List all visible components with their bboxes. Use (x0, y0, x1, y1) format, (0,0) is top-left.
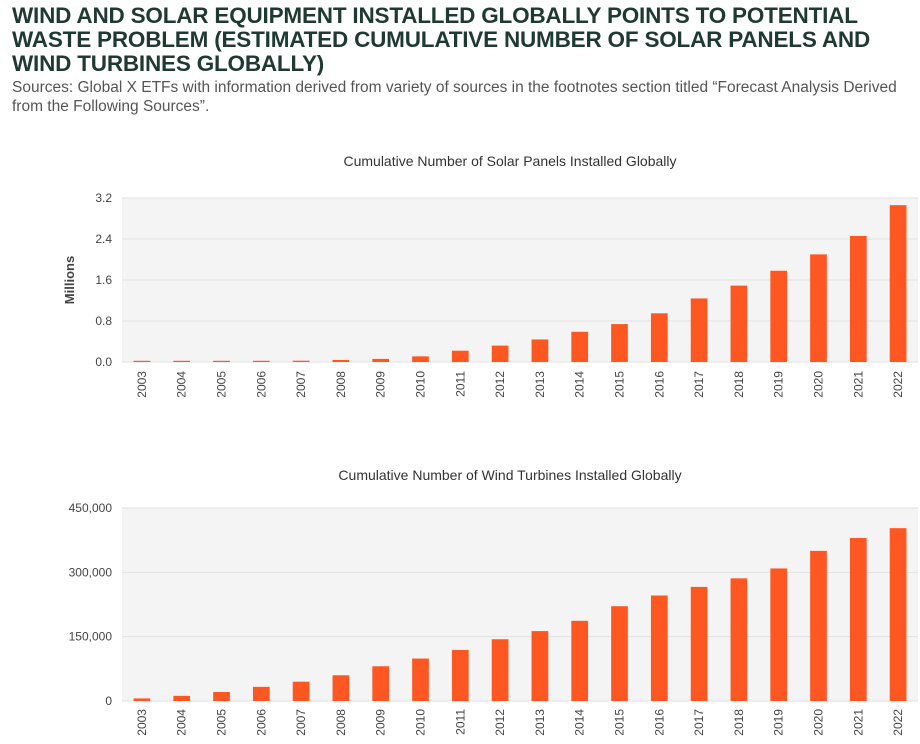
x-tick-label: 2013 (533, 709, 547, 736)
bar-2016 (650, 313, 668, 362)
bar-2012 (491, 345, 509, 362)
bar-2009 (372, 358, 390, 362)
x-tick-label: 2016 (652, 709, 666, 736)
bar-2018 (730, 285, 748, 362)
bar-2017 (690, 586, 708, 701)
bar-2021 (849, 538, 867, 701)
bar-2003 (133, 698, 151, 701)
x-tick-label: 2017 (692, 709, 706, 736)
bar-2011 (451, 649, 469, 701)
bar-2022 (889, 528, 907, 701)
y-tick-label: 0.0 (95, 355, 112, 369)
x-tick-label: 2018 (732, 371, 746, 398)
bar-2020 (810, 254, 827, 362)
chart-title: Cumulative Number of Wind Turbines Insta… (338, 467, 681, 483)
bar-2005 (213, 360, 230, 362)
page-title: WIND AND SOLAR EQUIPMENT INSTALLED GLOBA… (12, 3, 871, 76)
bar-2014 (571, 620, 589, 701)
x-tick-label: 2016 (652, 371, 666, 398)
y-tick-label: 2.4 (95, 232, 112, 246)
x-tick-label: 2004 (175, 709, 189, 736)
bar-2012 (491, 639, 509, 701)
x-tick-label: 2017 (692, 371, 706, 398)
x-tick-label: 2009 (374, 709, 388, 736)
y-tick-label: 1.6 (95, 273, 112, 287)
x-tick-label: 2004 (175, 371, 189, 398)
x-tick-label: 2019 (772, 371, 786, 398)
y-tick-label: 150,000 (69, 630, 113, 644)
chart-1: 0.0 0.8 1.6 2.4 3.2 Cumulative Number of Sola… (62, 153, 918, 398)
x-tick-label: 2009 (374, 371, 388, 398)
bar-2004 (173, 360, 191, 362)
bar-2006 (252, 360, 270, 362)
bar-2018 (730, 578, 748, 701)
bar-2019 (770, 568, 788, 701)
x-tick-label: 2006 (254, 709, 268, 736)
bar-2017 (690, 298, 708, 362)
x-tick-label: 2007 (294, 709, 308, 736)
bar-2008 (332, 359, 350, 362)
plot-area (122, 508, 918, 701)
y-tick-label: 0.8 (95, 314, 112, 328)
bar-2008 (332, 675, 350, 701)
x-tick-label: 2014 (573, 371, 587, 398)
x-tick-label: 2015 (613, 709, 627, 736)
bar-2009 (372, 666, 390, 701)
bar-2022 (889, 205, 907, 362)
x-tick-label: 2012 (493, 371, 507, 398)
bar-2011 (451, 350, 469, 362)
x-tick-label: 2010 (414, 709, 428, 736)
y-tick-label: 300,000 (69, 565, 113, 579)
x-tick-label: 2019 (772, 709, 786, 736)
x-tick-label: 2013 (533, 371, 547, 398)
x-tick-label: 2022 (891, 371, 905, 398)
bar-2020 (810, 550, 827, 701)
x-tick-label: 2021 (851, 709, 865, 736)
x-tick-label: 2011 (453, 371, 467, 397)
x-tick-label: 2003 (135, 371, 149, 398)
bar-2013 (531, 339, 549, 362)
x-tick-label: 2022 (891, 709, 905, 736)
x-tick-label: 2020 (812, 709, 826, 736)
chart-2: 0 150,000 300,000 450,000 Cumulative Number … (69, 467, 918, 736)
x-tick-label: 2008 (334, 371, 348, 398)
bar-2003 (133, 360, 151, 362)
bar-2010 (412, 356, 429, 362)
x-tick-label: 2011 (453, 709, 467, 735)
x-tick-label: 2007 (294, 371, 308, 398)
x-tick-label: 2021 (851, 371, 865, 398)
bar-2019 (770, 270, 788, 362)
x-tick-label: 2012 (493, 709, 507, 736)
x-tick-label: 2008 (334, 709, 348, 736)
x-tick-label: 2005 (215, 371, 229, 398)
bar-2004 (173, 695, 191, 701)
x-tick-label: 2015 (613, 371, 627, 398)
bar-2015 (611, 324, 628, 362)
bar-2013 (531, 631, 549, 701)
x-tick-label: 2018 (732, 709, 746, 736)
bar-2021 (849, 235, 867, 362)
x-tick-label: 2006 (254, 371, 268, 398)
bar-2007 (292, 681, 310, 701)
y-tick-label: 450,000 (69, 501, 113, 515)
header: WIND AND SOLAR EQUIPMENT INSTALLED GLOBA… (12, 4, 912, 116)
x-tick-label: 2010 (414, 371, 428, 398)
chart-title: Cumulative Number of Solar Panels Instal… (343, 153, 676, 169)
bar-2014 (571, 331, 589, 362)
bar-2016 (650, 595, 668, 701)
page-subtitle: Sources: Global X ETFs with information … (12, 79, 897, 115)
y-axis-label: Millions (62, 256, 77, 304)
bar-2005 (213, 691, 230, 701)
x-tick-label: 2005 (215, 709, 229, 736)
x-tick-label: 2020 (812, 371, 826, 398)
bar-2015 (611, 606, 628, 701)
x-tick-label: 2003 (135, 709, 149, 736)
bar-2007 (292, 360, 310, 362)
x-tick-label: 2014 (573, 709, 587, 736)
bar-2010 (412, 658, 429, 701)
y-tick-label: 3.2 (95, 191, 112, 205)
y-tick-label: 0 (105, 694, 112, 708)
bar-2006 (252, 686, 270, 701)
